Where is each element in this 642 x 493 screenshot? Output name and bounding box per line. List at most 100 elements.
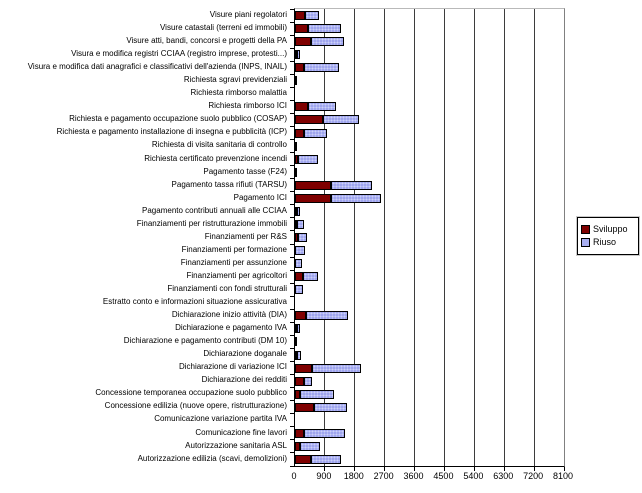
- category-label: Richiesta e pagamento installazione di i…: [56, 127, 287, 137]
- bar-segment-sviluppo: [295, 63, 305, 73]
- bar-row: [295, 348, 564, 361]
- x-axis-tick: [443, 467, 445, 471]
- category-label: Comunicazione variazione partita IVA: [154, 414, 287, 424]
- y-axis-tick: [290, 347, 294, 349]
- gridline: [503, 9, 505, 466]
- bar-segment-riuso: [300, 441, 320, 451]
- bar-row: [295, 427, 564, 440]
- category-label: Finanziamenti per formazione: [181, 244, 287, 254]
- category-label: Richiesta certificato prevenzione incend…: [144, 153, 287, 163]
- y-axis-tick: [290, 126, 294, 127]
- bar-segment-sviluppo: [295, 402, 314, 412]
- bar-segment-sviluppo: [295, 115, 323, 125]
- gridline: [414, 9, 416, 466]
- x-axis-tick: [563, 467, 565, 471]
- category-label: Visura e modifica registri CCIAA (regist…: [71, 49, 287, 59]
- y-axis-tick: [290, 47, 294, 49]
- category-label: Pagamento tasse (F24): [203, 166, 287, 176]
- bar-row: [295, 440, 564, 453]
- bar-row: [295, 375, 564, 388]
- bar-segment-riuso: [297, 206, 301, 216]
- category-label: Richiesta rimborso malattia: [190, 88, 287, 98]
- category-label: Pagamento contributi annuali alle CCIAA: [142, 205, 287, 215]
- y-axis-tick: [290, 361, 294, 363]
- bar-segment-riuso: [311, 454, 341, 464]
- x-axis-tick: [384, 467, 386, 471]
- legend-item-sviluppo: Sviluppo: [581, 224, 635, 235]
- x-axis-tick: [324, 467, 326, 471]
- bar-row: [295, 283, 564, 296]
- y-axis-tick: [290, 452, 294, 454]
- x-axis-labels: 0 900 1800 2700 3600 4500 5400 6300 7200 8100: [291, 470, 573, 484]
- category-label: Autorizzazione edilizia (scavi, demolizi…: [137, 453, 287, 463]
- x-axis-tick-label: 1800: [343, 471, 364, 481]
- bar-row: [295, 296, 564, 309]
- bar-segment-riuso: [313, 402, 347, 412]
- x-axis-tick-label: 5400: [463, 471, 484, 481]
- bar-row: [295, 231, 564, 244]
- bar-row: [295, 192, 564, 205]
- x-axis-tick-label: 3600: [403, 471, 424, 481]
- category-label: Finanziamenti per ristrutturazione immob…: [136, 218, 287, 228]
- bar-segment-sviluppo: [295, 102, 309, 112]
- category-label: Estratto conto e informazioni situazione…: [102, 297, 287, 307]
- bar-segment-sviluppo: [295, 154, 298, 164]
- bar-segment-riuso: [295, 141, 297, 151]
- bar-row: [295, 61, 564, 74]
- category-label: Finanziamenti per R&S: [204, 231, 287, 241]
- bar-segment-sviluppo: [295, 232, 298, 242]
- bar-segment-sviluppo: [295, 128, 305, 138]
- bar-segment-riuso: [303, 376, 312, 386]
- category-label: Finanziamenti per agricoltori: [186, 270, 288, 280]
- category-label: Richiesta rimborso ICI: [208, 101, 287, 111]
- y-axis-tick: [290, 34, 294, 36]
- y-axis-tick: [290, 308, 294, 310]
- y-axis-tick: [290, 387, 294, 389]
- category-label: Finanziamenti con fondi strutturali: [167, 284, 287, 293]
- bar-segment-sviluppo: [295, 454, 312, 464]
- bar-row: [295, 153, 564, 166]
- bar-row: [295, 48, 564, 61]
- bar-row: [295, 22, 564, 35]
- y-axis-tick: [290, 400, 294, 402]
- category-label: Finanziamenti per assunzione: [180, 257, 287, 267]
- bar-segment-riuso: [302, 272, 319, 282]
- bar-row: [295, 9, 564, 22]
- bar-segment-riuso: [299, 389, 335, 399]
- x-axis-tick-label: 0: [291, 471, 297, 481]
- bar-segment-sviluppo: [295, 11, 305, 21]
- bar-row: [295, 74, 564, 87]
- bar-row: [295, 113, 564, 126]
- gridline: [324, 9, 326, 466]
- bar-segment-sviluppo: [295, 441, 301, 451]
- bar-segment-sviluppo: [295, 428, 304, 438]
- bar-row: [295, 453, 564, 466]
- bar-row: [295, 140, 564, 153]
- category-label: Dichiarazione doganale: [203, 349, 287, 359]
- y-axis-tick: [290, 295, 294, 297]
- legend-box: Sviluppo Riuso: [576, 216, 640, 256]
- bar-segment-riuso: [297, 50, 300, 60]
- gridline: [443, 9, 445, 466]
- bar-segment-sviluppo: [295, 363, 312, 373]
- legend-label-riuso: Riuso: [593, 237, 617, 247]
- bar-segment-sviluppo: [295, 337, 297, 347]
- bar-segment-sviluppo: [295, 389, 300, 399]
- bar-segment-riuso: [295, 285, 303, 295]
- bar-segment-riuso: [308, 102, 336, 112]
- category-label: Richiesta sgravi previdenziali: [183, 75, 287, 85]
- y-axis-tick: [290, 99, 294, 101]
- bar-segment-riuso: [322, 115, 359, 125]
- bar-segment-sviluppo: [295, 24, 309, 34]
- y-axis-tick: [290, 256, 294, 258]
- category-label: Dichiarazione inizio attività (DIA): [171, 310, 287, 320]
- y-axis-tick: [290, 269, 294, 271]
- bar-segment-riuso: [304, 63, 339, 73]
- plot-area: [290, 8, 565, 471]
- gridline: [473, 9, 475, 466]
- x-axis-tick: [473, 467, 475, 471]
- x-axis-tick-label: 7200: [523, 471, 544, 481]
- bar-row: [295, 257, 564, 270]
- bar-segment-sviluppo: [295, 206, 297, 216]
